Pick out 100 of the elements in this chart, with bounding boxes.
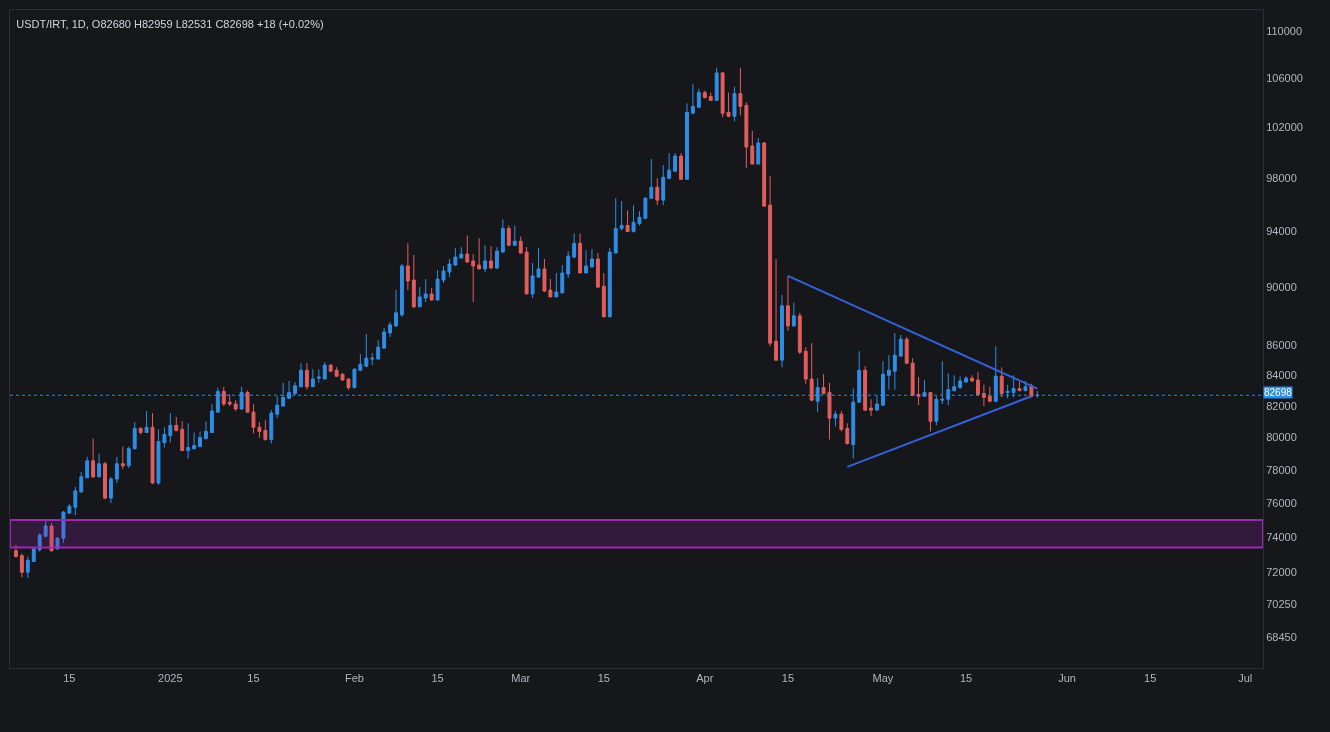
candlestick <box>138 426 143 436</box>
candlestick <box>109 476 113 504</box>
candlestick <box>845 422 850 446</box>
candlestick <box>174 416 179 432</box>
candlestick <box>791 302 796 328</box>
candlestick <box>566 250 571 279</box>
candlestick <box>839 410 844 432</box>
y-tick-label: 90000 <box>1266 280 1297 293</box>
candlestick <box>797 312 802 355</box>
candlestick <box>13 544 18 559</box>
candlestick <box>512 224 517 247</box>
candlestick <box>204 420 208 441</box>
y-tick-label: 80000 <box>1266 431 1297 444</box>
candlestick <box>578 232 583 274</box>
candlestick <box>780 294 784 368</box>
candlestick <box>103 461 107 500</box>
candlestick <box>803 346 808 385</box>
candlestick <box>399 263 404 318</box>
candlestick <box>572 232 577 259</box>
candlestick <box>809 342 814 402</box>
candlestick <box>97 453 102 478</box>
candlestick <box>411 254 416 309</box>
candlestick <box>785 275 790 332</box>
candlestick <box>869 398 874 417</box>
x-tick-label: 2025 <box>158 672 183 685</box>
y-tick-label: 72000 <box>1266 566 1297 579</box>
candlestick <box>417 286 422 308</box>
candlestick <box>898 334 903 358</box>
candlestick <box>981 384 986 407</box>
candlestick <box>304 362 309 391</box>
y-tick-label: 94000 <box>1266 225 1297 238</box>
candlestick <box>79 471 84 494</box>
candlestick <box>732 86 737 122</box>
candlestick <box>25 556 30 579</box>
x-tick-label: 15 <box>1144 672 1157 685</box>
candlestick <box>328 363 333 373</box>
candlestick <box>471 253 476 303</box>
candlestick <box>180 420 185 452</box>
x-tick-label: 15 <box>597 672 610 685</box>
candlestick <box>762 141 767 207</box>
y-tick-label: 76000 <box>1266 496 1297 509</box>
candlestick <box>560 264 565 294</box>
candlestick <box>233 399 238 412</box>
candlestick <box>316 368 321 384</box>
candlestick <box>310 368 315 388</box>
candlestick <box>904 336 909 365</box>
candlestick <box>376 339 381 360</box>
candlestick <box>120 446 125 470</box>
candlestick <box>73 486 78 516</box>
candlestick <box>892 332 897 391</box>
candlestick <box>690 83 695 114</box>
candlestick <box>500 218 505 253</box>
candlestick <box>186 422 191 460</box>
y-tick-label: 74000 <box>1266 531 1297 544</box>
candlestick <box>952 374 957 392</box>
candlestick <box>696 88 701 108</box>
candlestick <box>126 446 131 469</box>
candlestick <box>619 200 624 231</box>
candlestick <box>714 67 719 101</box>
x-tick-label: 15 <box>63 672 76 685</box>
candlestick <box>198 430 202 448</box>
candlestick <box>506 224 511 247</box>
candlestick <box>1017 381 1022 392</box>
candlestick <box>483 244 488 273</box>
y-tick-label: 98000 <box>1266 172 1297 185</box>
candlestick <box>364 333 369 368</box>
candlestick <box>132 421 137 451</box>
candlestick <box>494 246 499 270</box>
candlestick <box>85 456 90 479</box>
candlestick <box>49 522 54 553</box>
candlestick <box>518 235 523 254</box>
candlestick <box>928 391 933 432</box>
x-tick-label: 15 <box>431 672 444 685</box>
candlestick <box>423 278 428 303</box>
candlestick <box>987 386 992 403</box>
candlestick <box>31 547 36 562</box>
candlestick <box>192 432 197 450</box>
candlestick <box>382 327 387 349</box>
candlestick <box>999 366 1004 398</box>
text: USDT/IRT, 1D, O82680 H82959 L82531 C82698 +18 (+0.02%) <box>16 17 324 30</box>
candlestick <box>613 197 618 254</box>
candlestick <box>524 246 529 295</box>
x-tick-label: 15 <box>959 672 973 685</box>
candlestick <box>429 287 434 302</box>
x-tick-label: Jun <box>1058 672 1076 685</box>
candlestick <box>970 374 974 383</box>
candlestick <box>150 412 155 485</box>
candlestick <box>886 354 891 391</box>
candlestick <box>655 177 660 206</box>
candlestick <box>394 289 398 328</box>
y-tick-label: 70250 <box>1266 597 1297 610</box>
y-tick-label: 78000 <box>1266 463 1297 476</box>
y-tick-label: 86000 <box>1266 339 1297 352</box>
candlestick <box>91 438 96 479</box>
candlestick <box>477 237 482 270</box>
x-tick-label: Apr <box>696 672 714 685</box>
candlestick <box>114 456 119 484</box>
candlestick <box>209 403 214 434</box>
candlestick <box>756 137 761 165</box>
x-tick-label: Mar <box>511 672 531 685</box>
